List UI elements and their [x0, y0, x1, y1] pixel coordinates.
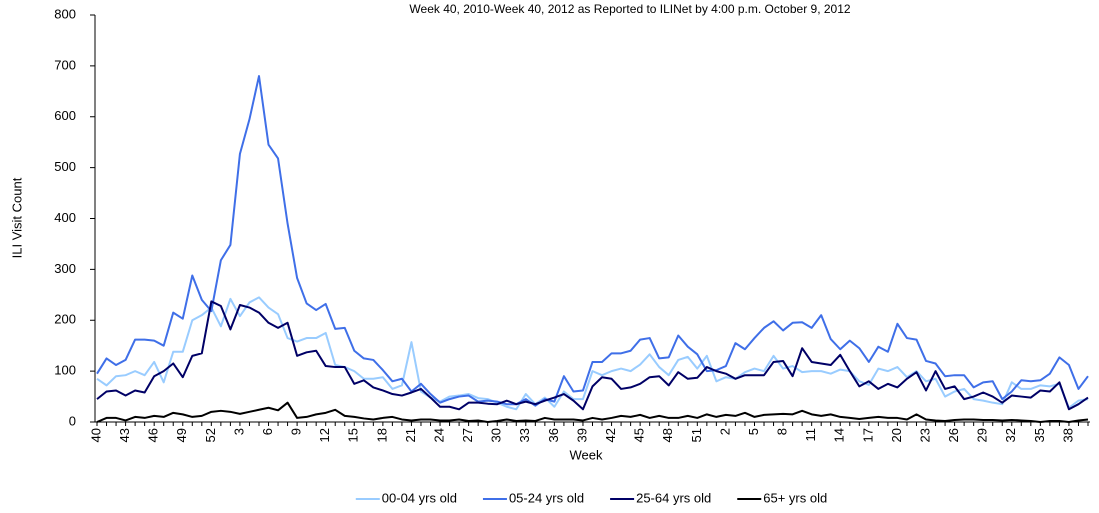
x-tick-label: 26 [946, 428, 961, 442]
legend-label: 05-24 yrs old [509, 490, 584, 505]
y-tick-label: 600 [54, 108, 76, 123]
x-tick-label: 8 [775, 428, 790, 435]
y-tick-label: 800 [54, 6, 76, 21]
y-tick-label: 500 [54, 159, 76, 174]
x-tick-label: 18 [374, 428, 389, 442]
x-tick-label: 15 [346, 428, 361, 442]
x-tick-label: 51 [689, 428, 704, 442]
x-tick-label: 36 [546, 428, 561, 442]
x-tick-label: 32 [1003, 428, 1018, 442]
x-tick-label: 17 [860, 428, 875, 442]
x-tick-label: 23 [917, 428, 932, 442]
x-tick-label: 38 [1060, 428, 1075, 442]
x-tick-label: 3 [231, 428, 246, 435]
x-tick-label: 52 [203, 428, 218, 442]
x-tick-label: 5 [746, 428, 761, 435]
y-tick-label: 400 [54, 210, 76, 225]
x-tick-label: 20 [889, 428, 904, 442]
x-tick-label: 46 [146, 428, 161, 442]
x-tick-label: 14 [832, 428, 847, 442]
x-tick-label: 49 [174, 428, 189, 442]
legend-label: 25-64 yrs old [636, 490, 711, 505]
y-tick-label: 700 [54, 57, 76, 72]
x-tick-label: 45 [632, 428, 647, 442]
series-line [96, 296, 1089, 411]
x-tick-label: 27 [460, 428, 475, 442]
x-tick-label: 48 [660, 428, 675, 442]
x-tick-label: 35 [1032, 428, 1047, 442]
x-tick-label: 42 [603, 428, 618, 442]
y-axis-title: ILI Visit Count [9, 177, 24, 258]
x-tick-label: 39 [574, 428, 589, 442]
x-tick-label: 21 [403, 428, 418, 442]
x-tick-label: 40 [88, 428, 103, 442]
legend-label: 65+ yrs old [763, 490, 827, 505]
x-tick-label: 24 [431, 428, 446, 442]
x-axis-title: Week [570, 447, 603, 462]
y-tick-label: 100 [54, 363, 76, 378]
y-tick-label: 300 [54, 261, 76, 276]
legend-label: 00-04 yrs old [382, 490, 457, 505]
x-tick-label: 6 [260, 428, 275, 435]
x-tick-label: 12 [317, 428, 332, 442]
y-tick-label: 200 [54, 312, 76, 327]
x-tick-label: 30 [489, 428, 504, 442]
x-tick-label: 2 [717, 428, 732, 435]
series-line [96, 401, 1089, 423]
x-tick-label: 29 [975, 428, 990, 442]
series-line [96, 300, 1089, 411]
x-tick-label: 11 [803, 428, 818, 442]
x-tick-label: 33 [517, 428, 532, 442]
x-tick-label: 9 [289, 428, 304, 435]
y-tick-label: 0 [69, 413, 76, 428]
x-tick-label: 43 [117, 428, 132, 442]
series-line [96, 75, 1089, 407]
chart-title: Week 40, 2010-Week 40, 2012 as Reported … [409, 2, 850, 16]
